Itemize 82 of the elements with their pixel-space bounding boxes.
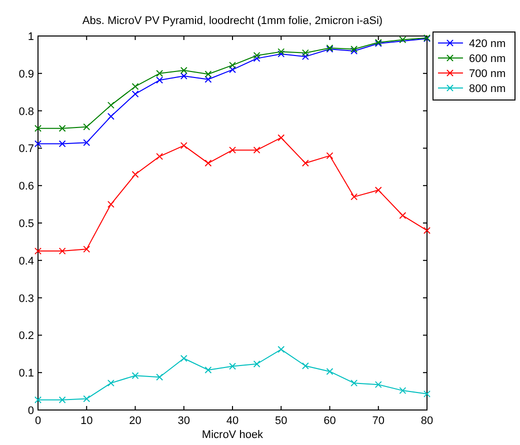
y-tick-label: 0.5 <box>18 218 34 230</box>
point <box>350 193 358 200</box>
point <box>58 140 66 148</box>
point <box>229 362 236 370</box>
x-tick-label: 70 <box>372 415 384 427</box>
x-tick-label: 60 <box>324 415 336 427</box>
point <box>278 346 285 353</box>
point <box>399 212 406 220</box>
point <box>302 160 309 167</box>
point <box>229 66 236 74</box>
x-axis-title: MicroV hoek <box>202 429 264 441</box>
x-tick-label: 10 <box>80 415 93 427</box>
legend-label: 600 nm <box>469 53 506 65</box>
point <box>374 381 382 388</box>
point <box>302 362 309 370</box>
point <box>107 200 114 208</box>
point <box>278 134 285 142</box>
point <box>374 186 382 194</box>
point <box>253 360 260 368</box>
point <box>58 248 66 255</box>
y-tick-label: 0.1 <box>18 368 34 380</box>
point <box>326 152 334 160</box>
point <box>58 124 66 132</box>
point <box>34 396 42 404</box>
legend-label: 800 nm <box>469 83 506 95</box>
point <box>107 112 114 120</box>
y-tick-label: 0.9 <box>18 68 34 80</box>
point <box>34 248 42 255</box>
point <box>229 146 236 154</box>
y-tick-label: 0.8 <box>18 106 34 118</box>
point <box>156 76 164 84</box>
legend-label: 420 nm <box>469 38 506 50</box>
y-tick-label: 0 <box>28 405 34 417</box>
y-tick-label: 0.2 <box>18 330 34 342</box>
point <box>83 395 90 402</box>
point <box>302 53 309 60</box>
legend-label: 700 nm <box>469 68 506 80</box>
point <box>229 62 236 69</box>
y-tick-label: 0.3 <box>18 292 34 305</box>
y-tick-label: 0.6 <box>18 180 34 193</box>
point <box>180 72 188 80</box>
x-tick-label: 80 <box>420 415 434 427</box>
point <box>180 142 188 150</box>
point <box>253 146 260 154</box>
point <box>204 160 212 167</box>
chart-title: Abs. MicroV PV Pyramid, loodrecht (1mm folie, 2micron i-aSi) <box>82 15 383 27</box>
point <box>424 226 430 234</box>
point <box>83 246 90 253</box>
point <box>302 49 309 56</box>
point <box>34 124 42 132</box>
point <box>132 170 139 178</box>
point <box>107 102 114 109</box>
point <box>83 123 90 130</box>
y-tick-label: 0.4 <box>18 255 34 268</box>
point <box>107 380 114 387</box>
y-tick-label: 1 <box>28 31 34 43</box>
point <box>350 380 358 387</box>
point <box>399 387 406 394</box>
point <box>180 354 188 362</box>
point <box>424 390 430 398</box>
point <box>180 66 188 74</box>
x-tick-label: 20 <box>129 415 142 427</box>
point <box>156 152 164 160</box>
point <box>132 82 139 90</box>
point <box>34 140 42 148</box>
point <box>156 70 164 77</box>
point <box>156 374 164 381</box>
point <box>204 366 212 374</box>
point <box>204 76 212 83</box>
point <box>204 70 212 78</box>
point <box>58 396 66 404</box>
x-tick-label: 30 <box>178 415 190 427</box>
x-tick-label: 50 <box>275 415 288 427</box>
x-tick-label: 40 <box>226 415 239 427</box>
point <box>399 36 406 44</box>
y-tick-label: 0.7 <box>18 143 34 156</box>
point <box>83 139 90 146</box>
point <box>326 368 334 375</box>
point <box>132 372 139 380</box>
point <box>253 52 260 59</box>
point <box>132 90 139 98</box>
point <box>253 54 260 62</box>
